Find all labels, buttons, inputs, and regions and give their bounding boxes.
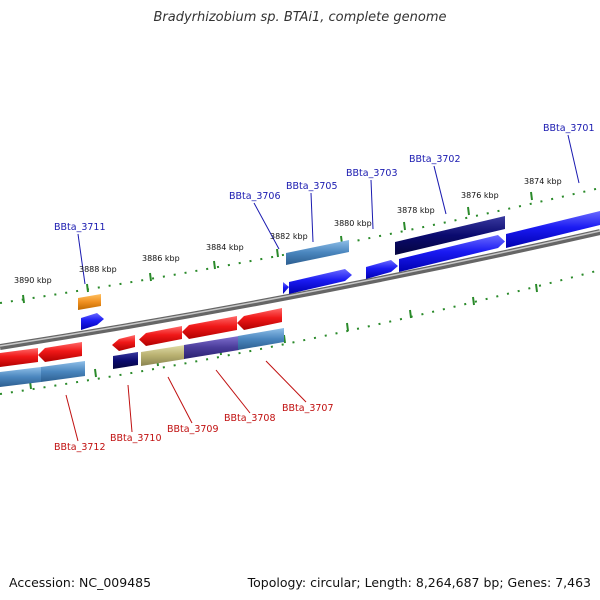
kbp-label: 3880 kbp <box>334 219 372 228</box>
gene-label-bbta-3710[interactable]: BBta_3710 <box>110 433 162 444</box>
leader-bbta-3712 <box>66 395 78 441</box>
gene-bbta-3712-steel <box>0 367 41 387</box>
leader-bbta-3709 <box>168 377 192 423</box>
kbp-tick-mark <box>87 284 88 292</box>
gene-label-bbta-3707[interactable]: BBta_3707 <box>282 403 334 414</box>
kbp-tick-mark <box>468 207 469 215</box>
kbp-label: 3884 kbp <box>206 243 244 252</box>
accession-text: Accession: NC_009485 <box>9 575 151 590</box>
kbp-tick-mark <box>347 323 348 331</box>
gene-label-bbta-3703[interactable]: BBta_3703 <box>346 168 398 179</box>
kbp-tick-mark <box>23 295 24 303</box>
kbp-label: 3878 kbp <box>397 206 435 215</box>
gene-bbta-3707-red <box>237 308 282 330</box>
kbp-tick-mark <box>277 249 278 257</box>
kbp-label: 3890 kbp <box>14 276 52 285</box>
gene-bbta-3712-red-b <box>38 342 82 362</box>
kbp-label: 3888 kbp <box>79 265 117 274</box>
gene-label-bbta-3711[interactable]: BBta_3711 <box>54 222 106 233</box>
gene-label-bbta-3705[interactable]: BBta_3705 <box>286 181 338 192</box>
gene-bbta-3711-box <box>78 294 101 310</box>
leader-bbta-3707 <box>266 361 306 402</box>
kbp-tick-mark <box>214 261 215 269</box>
gene-bbta-3710-navy <box>113 352 138 369</box>
gene-bbta-3712-red <box>0 348 38 367</box>
kbp-label: 3874 kbp <box>524 177 562 186</box>
gene-bbta-3709-red <box>139 326 182 346</box>
gene-bbta-3706-head <box>283 282 289 294</box>
kbp-tick-mark <box>536 284 537 292</box>
gene-label-bbta-3709[interactable]: BBta_3709 <box>167 424 219 435</box>
gene-bbta-3710-red <box>112 335 135 351</box>
leader-bbta-3710 <box>128 385 132 432</box>
kbp-label: 3876 kbp <box>461 191 499 200</box>
top-gene-labels: BBta_3711 BBta_3706 BBta_3705 BBta_3703 … <box>54 123 595 233</box>
gene-label-bbta-3701[interactable]: BBta_3701 <box>543 123 595 134</box>
gene-bbta-3711-arrow <box>81 313 104 330</box>
leader-bbta-3706 <box>254 203 279 249</box>
gene-label-bbta-3712[interactable]: BBta_3712 <box>54 442 106 453</box>
gene-bbta-3708-purple <box>184 336 239 359</box>
gene-bbta-3709-olive <box>141 345 185 366</box>
leader-bbta-3711 <box>78 234 85 284</box>
leader-bbta-3701 <box>568 135 579 183</box>
kbp-tick-mark <box>284 335 285 343</box>
gene-bbta-3708-red <box>182 316 237 339</box>
kbp-label: 3886 kbp <box>142 254 180 263</box>
leader-bbta-3708 <box>216 370 250 413</box>
genome-summary-text: Topology: circular; Length: 8,264,687 bp… <box>248 575 591 590</box>
gene-label-bbta-3706[interactable]: BBta_3706 <box>229 191 281 202</box>
kbp-tick-mark <box>473 297 474 305</box>
bottom-gene-labels: BBta_3712 BBta_3710 BBta_3709 BBta_3708 … <box>54 403 334 453</box>
kbp-tick-mark <box>404 222 405 230</box>
kbp-tick-mark <box>150 273 151 281</box>
gene-bbta-3712-steel-b <box>41 361 85 382</box>
gene-bbta-3707-steel <box>238 328 284 350</box>
kbp-tick-mark <box>410 310 411 318</box>
leader-bbta-3702 <box>434 166 446 214</box>
kbp-label: 3882 kbp <box>270 232 308 241</box>
gene-label-bbta-3702[interactable]: BBta_3702 <box>409 154 461 165</box>
leader-bbta-3705 <box>311 193 313 242</box>
kbp-tick-mark <box>95 369 96 377</box>
gene-bbta-3705-box <box>286 240 349 265</box>
kbp-tick-mark <box>531 192 532 200</box>
gene-label-bbta-3708[interactable]: BBta_3708 <box>224 413 276 424</box>
